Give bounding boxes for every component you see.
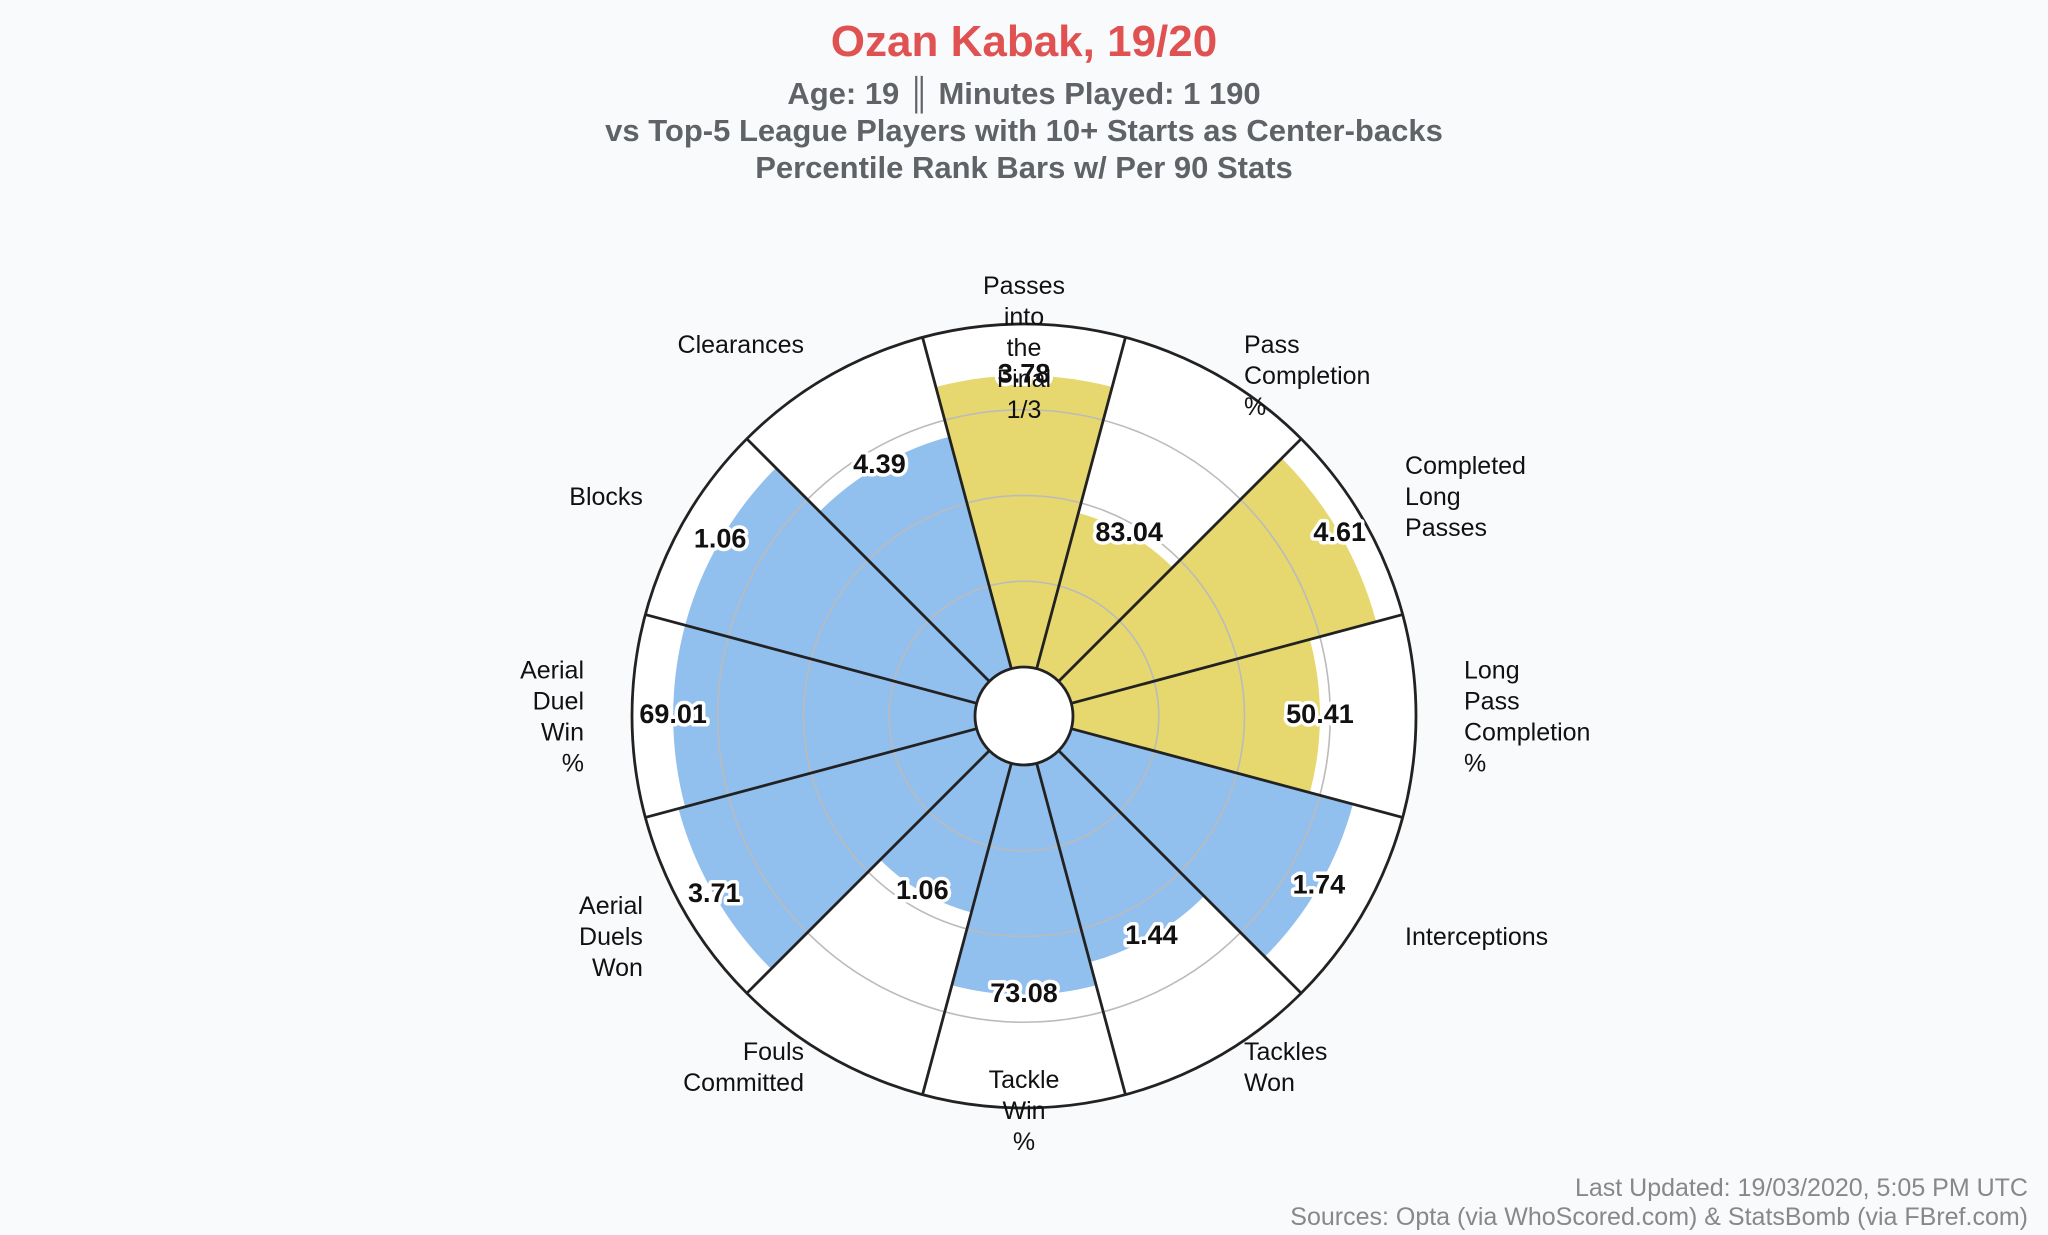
value-label-11: 4.39 bbox=[853, 449, 906, 479]
metric-label-line: Committed bbox=[683, 1069, 804, 1097]
metric-label-line: % bbox=[1013, 1128, 1035, 1156]
outline-group bbox=[630, 322, 1418, 1110]
value-labels-group: 3.78 83.04 4.61 50.41 1.74 1.44 73.08 1.06 3.71 6… bbox=[636, 355, 1370, 1011]
metric-label-line: Completion bbox=[1464, 719, 1590, 747]
spoke-6 bbox=[1035, 762, 1127, 1096]
metric-label-line: Pass bbox=[1244, 331, 1300, 359]
metric-label-line: Aerial bbox=[520, 657, 584, 685]
spoke-11 bbox=[745, 437, 991, 683]
metric-label-line: Win bbox=[541, 719, 584, 747]
chart-title: Ozan Kabak, 19/20 bbox=[831, 17, 1217, 66]
spoke-7 bbox=[921, 762, 1013, 1096]
metric-label-line: Passes bbox=[1405, 514, 1487, 542]
metric-label-8: Aerial Duels Won bbox=[579, 892, 643, 982]
value-label-3: 50.41 bbox=[1286, 699, 1354, 729]
value-label-5: 1.44 bbox=[1125, 920, 1178, 950]
metric-label-line: Passes bbox=[983, 272, 1065, 300]
metric-label-line: Interceptions bbox=[1405, 923, 1548, 951]
metric-label-4: Interceptions bbox=[1405, 923, 1548, 951]
gridline-1 bbox=[802, 494, 1246, 938]
footer-sources: Sources: Opta (via WhoScored.com) & Stat… bbox=[1290, 1203, 2028, 1231]
metric-label-line: Pass bbox=[1464, 688, 1520, 716]
metric-label-line: 1/3 bbox=[1007, 396, 1042, 424]
value-label-1: 83.04 bbox=[1095, 517, 1163, 547]
value-label-10: 1.06 bbox=[694, 524, 747, 554]
bar-9 bbox=[673, 625, 977, 807]
metric-label-line: % bbox=[562, 750, 584, 778]
metric-label-line: % bbox=[1464, 750, 1486, 778]
value-label-8: 3.71 bbox=[688, 878, 741, 908]
gridlines-group bbox=[716, 408, 1332, 1024]
gridline-0 bbox=[888, 580, 1160, 852]
metric-label-line: Aerial bbox=[579, 892, 643, 920]
bar-1 bbox=[1036, 512, 1173, 682]
chart-subtitle-line-2: vs Top-5 League Players with 10+ Starts … bbox=[605, 113, 1443, 148]
center-hole bbox=[973, 665, 1075, 767]
metric-label-line: Clearances bbox=[678, 331, 804, 359]
metric-label-line: Fouls bbox=[743, 1038, 804, 1066]
spoke-3 bbox=[1070, 613, 1404, 705]
gridline-2 bbox=[716, 408, 1332, 1024]
value-label-9: 69.01 bbox=[639, 699, 707, 729]
metric-label-line: Win bbox=[1002, 1097, 1045, 1125]
metric-label-line: Tackles bbox=[1244, 1038, 1327, 1066]
bar-5 bbox=[1036, 750, 1205, 963]
metric-label-1: Pass Completion% bbox=[1244, 331, 1370, 421]
bar-7 bbox=[880, 750, 1012, 913]
spoke-10 bbox=[644, 613, 978, 705]
metric-label-line: Duels bbox=[579, 923, 643, 951]
metric-label-11: Clearances bbox=[678, 331, 804, 359]
spoke-8 bbox=[745, 749, 991, 995]
footer-updated: Last Updated: 19/03/2020, 5:05 PM UTC bbox=[1575, 1174, 2028, 1202]
spoke-9 bbox=[644, 727, 978, 819]
metric-label-line: the bbox=[1007, 334, 1042, 362]
value-label-4: 1.74 bbox=[1293, 869, 1346, 899]
metric-label-line: Won bbox=[592, 954, 643, 982]
metric-label-line: Blocks bbox=[569, 483, 643, 511]
metric-label-10: Blocks bbox=[569, 483, 643, 511]
value-label-7: 1.06 bbox=[896, 875, 949, 905]
metric-label-line: into bbox=[1004, 303, 1044, 331]
metric-label-line: Tackle bbox=[989, 1066, 1060, 1094]
metric-label-line: Long bbox=[1464, 657, 1520, 685]
bar-11 bbox=[819, 436, 1012, 682]
metric-label-line: Completed bbox=[1405, 452, 1526, 480]
metric-label-line: Long bbox=[1405, 483, 1461, 511]
metric-label-line: Completion bbox=[1244, 362, 1370, 390]
bar-0 bbox=[935, 375, 1113, 669]
spoke-1 bbox=[1035, 336, 1127, 670]
value-label-2: 4.61 bbox=[1313, 517, 1366, 547]
bar-3 bbox=[1071, 639, 1320, 793]
metric-label-3: Long Pass Completion% bbox=[1464, 657, 1590, 778]
chart-subtitle-line-1: Age: 19 ║ Minutes Played: 1 190 bbox=[787, 75, 1260, 114]
metric-label-2: Completed Long Passes bbox=[1405, 452, 1526, 542]
metric-label-7: Fouls Committed bbox=[683, 1038, 804, 1097]
spoke-4 bbox=[1070, 727, 1404, 819]
outer-ring bbox=[630, 322, 1418, 1110]
metric-labels-group: Passes into the Final 1/3 Pass Completion % Comp… bbox=[520, 272, 1590, 1156]
spoke-0 bbox=[921, 336, 1013, 670]
metric-label-line: Won bbox=[1244, 1069, 1295, 1097]
metric-label-0: Passes into the Final 1/3 bbox=[983, 272, 1065, 424]
bar-6 bbox=[951, 763, 1097, 995]
value-label-6: 73.08 bbox=[990, 978, 1058, 1008]
metric-label-6: Tackle Win% bbox=[989, 1066, 1060, 1156]
metric-label-line: Final bbox=[997, 365, 1051, 393]
metric-label-5: Tackles Won bbox=[1244, 1038, 1327, 1097]
metric-label-line: Duel bbox=[533, 688, 584, 716]
metric-label-line: % bbox=[1244, 393, 1266, 421]
value-label-0: 3.78 bbox=[998, 359, 1051, 389]
metric-label-9: Aerial Duel Win% bbox=[520, 657, 584, 778]
spoke-2 bbox=[1057, 437, 1303, 683]
chart-subtitle-line-3: Percentile Rank Bars w/ Per 90 Stats bbox=[755, 150, 1293, 185]
spoke-5 bbox=[1057, 749, 1303, 995]
